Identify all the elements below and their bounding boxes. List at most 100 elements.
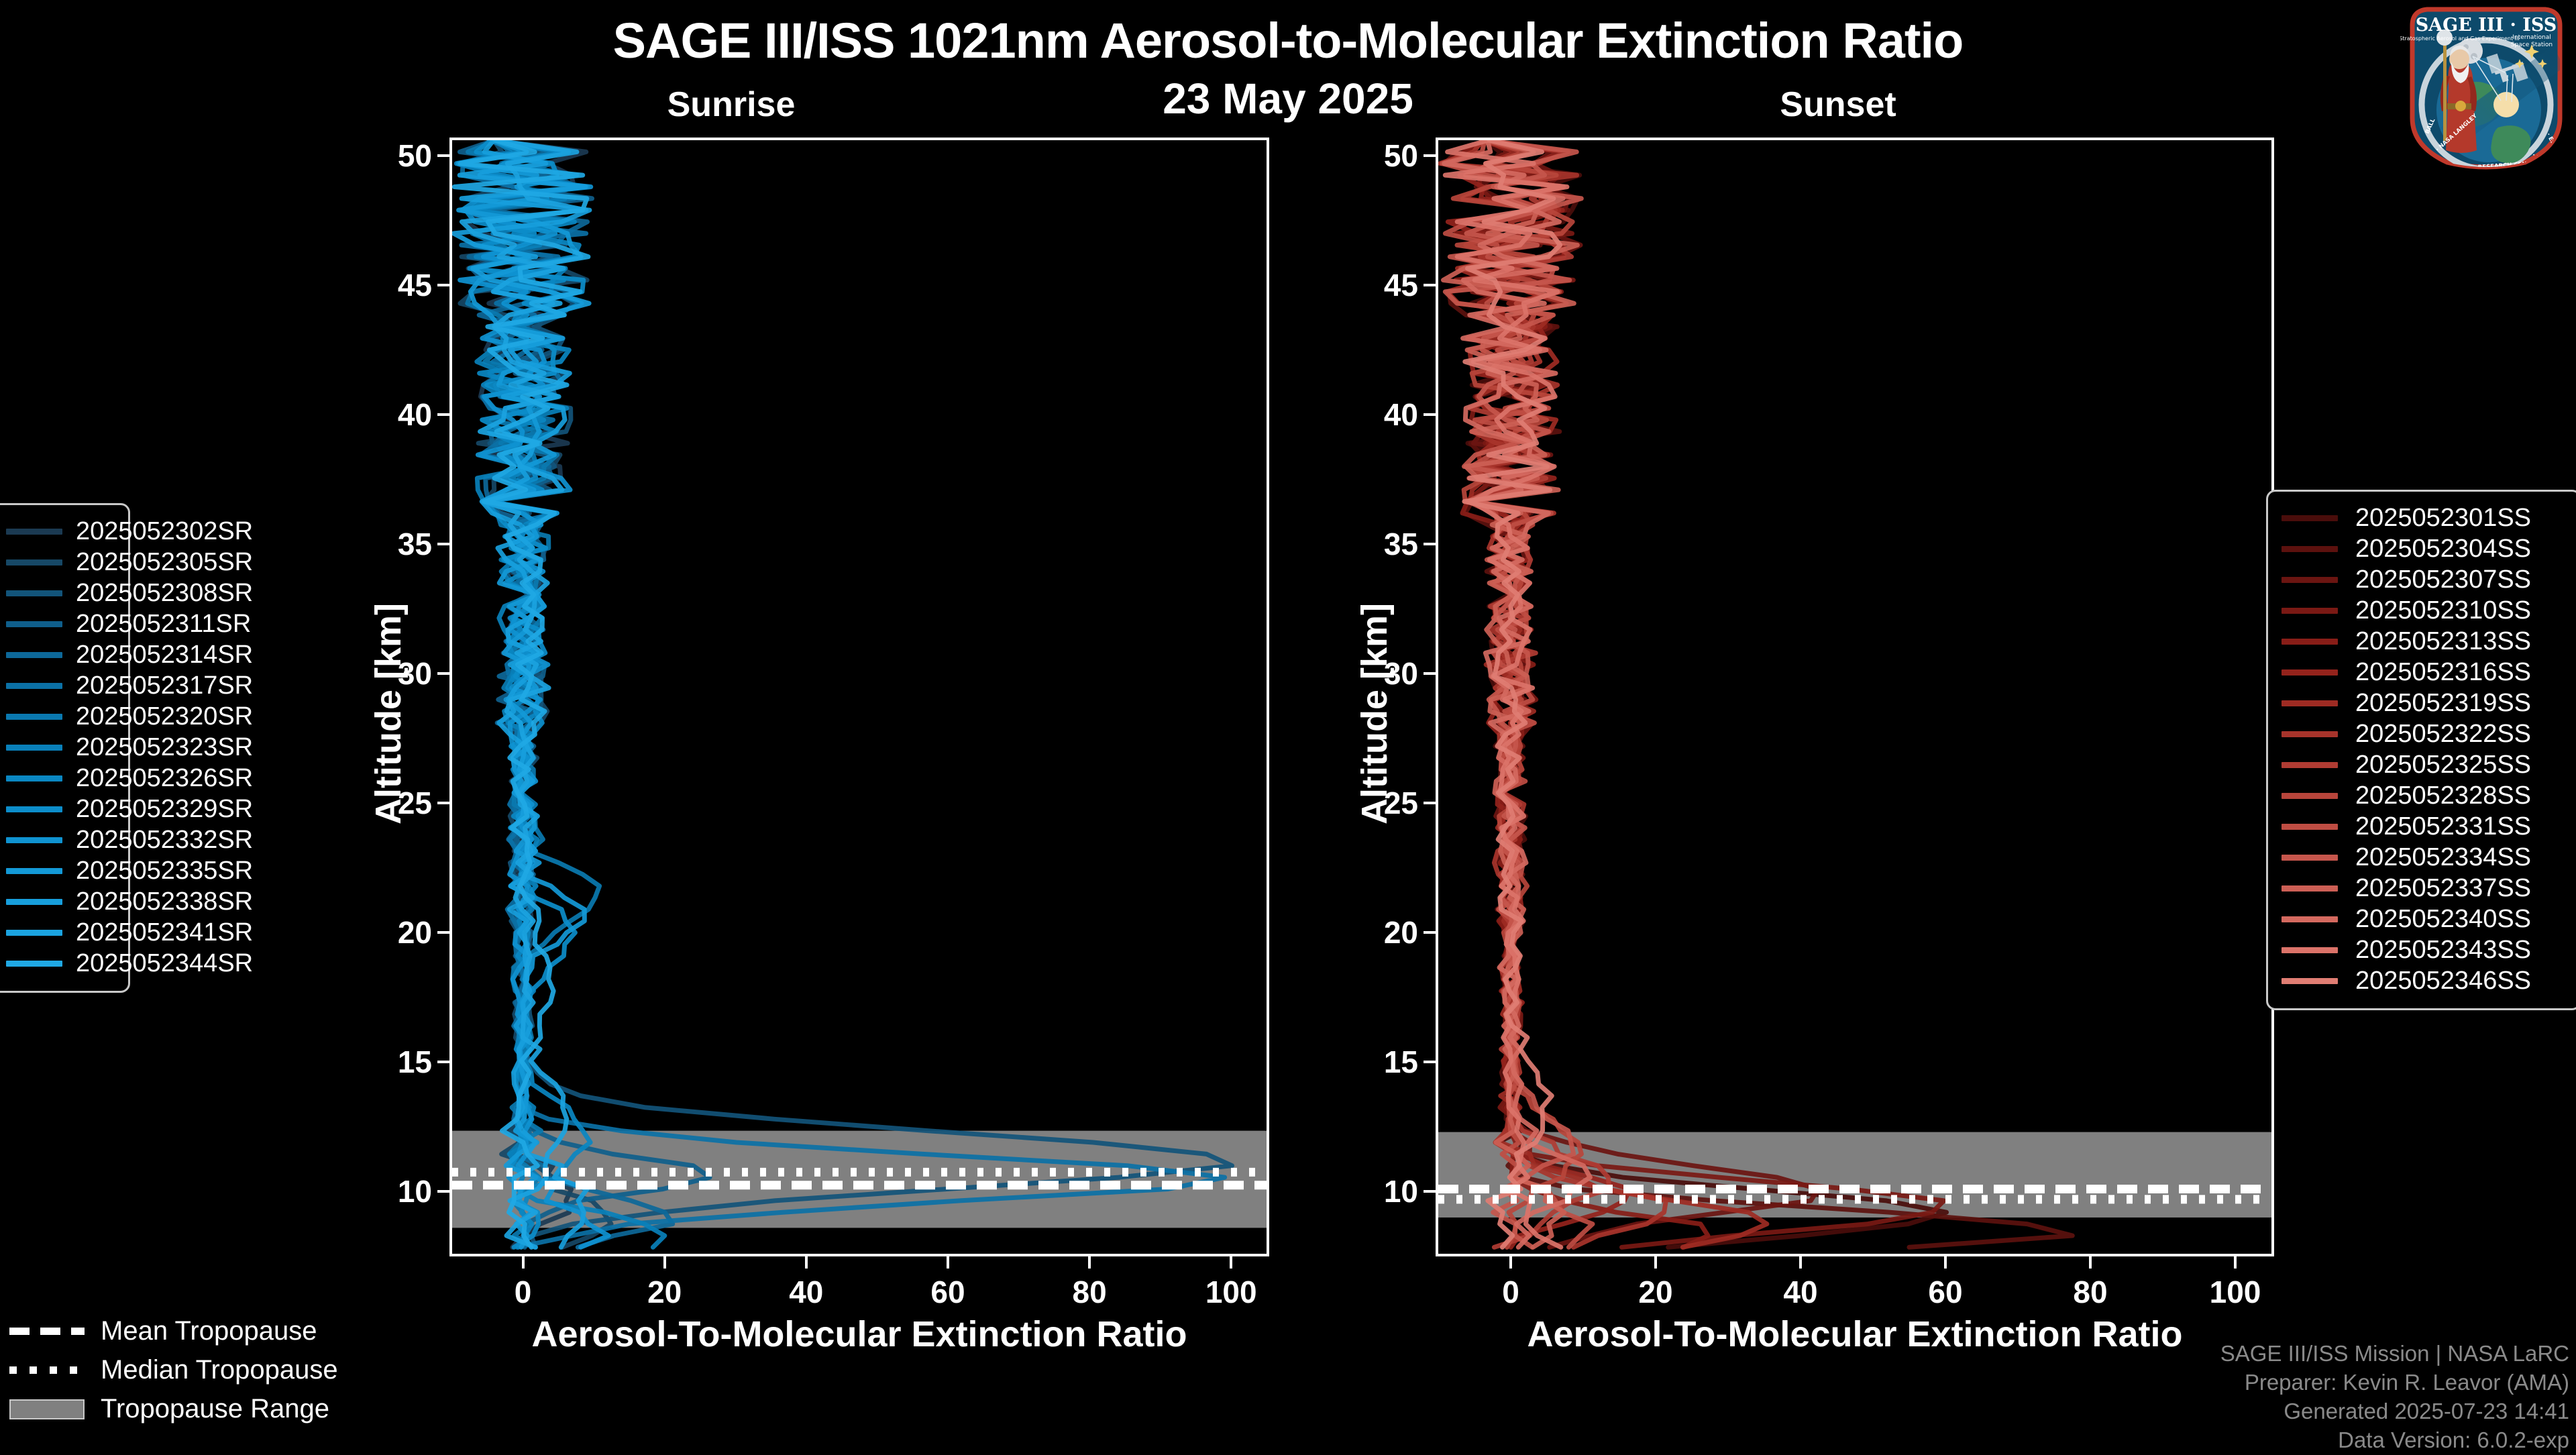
x-axis-tick-label: 40: [1783, 1275, 1818, 1309]
x-axis-tick-mark: [1654, 1256, 1657, 1269]
x-axis-tick-label: 20: [1638, 1275, 1673, 1309]
legend-item[interactable]: 2025052326SR: [6, 763, 253, 794]
footer-generated: Generated 2025-07-23 14:41: [2284, 1398, 2569, 1423]
y-axis-tick-label: 25: [1383, 786, 1418, 821]
legend-item[interactable]: 2025052332SR: [6, 824, 253, 855]
y-axis-tick-label: 50: [397, 138, 432, 174]
legend-item-label: 2025052328SS: [2355, 781, 2532, 810]
tropopause-legend-item: Median Tropopause: [9, 1350, 385, 1389]
legend-item[interactable]: 2025052341SR: [6, 917, 253, 948]
legend-item[interactable]: 2025052328SS: [2282, 780, 2566, 811]
legend-item-label: 2025052301SS: [2355, 503, 2532, 532]
x-axis-tick-mark: [2234, 1256, 2237, 1269]
legend-item[interactable]: 2025052344SR: [6, 948, 253, 979]
legend-color-swatch: [2282, 916, 2338, 922]
y-axis-tick-mark: [1424, 802, 1436, 805]
legend-color-swatch: [2282, 607, 2338, 614]
legend-item[interactable]: 2025052311SR: [6, 608, 251, 639]
y-axis-tick-label: 20: [397, 915, 432, 951]
legend-color-swatch: [2282, 731, 2338, 737]
legend-item[interactable]: 2025052317SR: [6, 670, 253, 701]
x-axis-tick-mark: [1944, 1256, 1947, 1269]
legend-color-swatch: [6, 960, 62, 967]
legend-color-swatch: [6, 837, 62, 843]
y-axis-tick-mark: [437, 1061, 449, 1064]
legend-color-swatch: [6, 898, 62, 905]
legend-item[interactable]: 2025052337SS: [2282, 873, 2566, 904]
legend-item[interactable]: 2025052340SS: [2282, 904, 2566, 934]
legend-item[interactable]: 2025052302SR: [6, 516, 253, 547]
patch-stars: [2515, 44, 2547, 68]
y-axis-tick-label: 30: [397, 656, 432, 692]
legend-color-swatch: [2282, 545, 2338, 552]
x-axis-tick-label: 80: [2073, 1275, 2108, 1309]
legend-item[interactable]: 2025052334SS: [2282, 842, 2566, 873]
legend-item-label: 2025052341SR: [76, 918, 254, 947]
legend-item[interactable]: 2025052313SS: [2282, 626, 2566, 657]
y-axis-tick-label: 45: [397, 268, 432, 303]
legend-item-label: 2025052320SR: [76, 702, 254, 731]
legend-item-label: 2025052331SS: [2355, 812, 2532, 841]
y-axis-title: Altitude [km]: [1354, 603, 1395, 824]
legend-item[interactable]: 2025052338SR: [6, 886, 253, 917]
x-axis-tick-mark: [521, 1256, 525, 1269]
legend-item[interactable]: 2025052323SR: [6, 732, 253, 763]
dashed-line-icon: [9, 1328, 85, 1335]
y-axis-tick-label: 25: [397, 786, 432, 821]
sunset-plot-canvas: [1438, 140, 2271, 1254]
legend-item-label: 2025052344SR: [76, 949, 254, 977]
legend-item[interactable]: 2025052301SS: [2282, 502, 2566, 533]
legend-item[interactable]: 2025052307SS: [2282, 564, 2566, 595]
legend-color-swatch: [6, 651, 62, 658]
legend-item[interactable]: 2025052325SS: [2282, 749, 2566, 780]
tropopause-legend-symbol: [9, 1361, 85, 1379]
legend-item[interactable]: 2025052304SS: [2282, 533, 2566, 564]
y-axis-tick-mark: [1424, 284, 1436, 287]
legend-item[interactable]: 2025052322SS: [2282, 718, 2566, 749]
legend-item[interactable]: 2025052320SR: [6, 701, 253, 732]
sunset-plot-area: [1436, 138, 2274, 1256]
x-axis-tick-label: 60: [1928, 1275, 1963, 1309]
x-axis-title: Aerosol-To-Molecular Extinction Ratio: [1527, 1314, 2183, 1354]
sunrise-profile-traces: [452, 140, 1267, 1250]
legend-item-label: 2025052337SS: [2355, 873, 2532, 902]
sunrise-plot-area: [449, 138, 1269, 1256]
legend-item[interactable]: 2025052316SS: [2282, 657, 2566, 688]
legend-color-swatch: [6, 775, 62, 782]
legend-item[interactable]: 2025052343SS: [2282, 934, 2566, 965]
y-axis-tick-label: 40: [1383, 397, 1418, 433]
tropopause-legend-symbol: [9, 1322, 85, 1340]
legend-item[interactable]: 2025052346SS: [2282, 965, 2566, 996]
y-axis-tick-mark: [1424, 154, 1436, 158]
legend-item[interactable]: 2025052335SR: [6, 855, 253, 886]
band-line-icon: [9, 1399, 85, 1419]
y-axis-tick-label: 15: [1383, 1044, 1418, 1080]
legend-item-label: 2025052310SS: [2355, 596, 2532, 625]
legend-item-label: 2025052322SS: [2355, 719, 2532, 748]
legend-item-label: 2025052313SS: [2355, 627, 2532, 655]
profile-trace: [452, 140, 591, 1250]
x-axis-tick-label: 0: [1502, 1275, 1519, 1309]
sunrise-series-legend[interactable]: 2025052302SR 2025052305SR 2025052308SR 2025…: [0, 503, 253, 993]
patch-ring: [2418, 37, 2554, 167]
legend-item[interactable]: 2025052331SS: [2282, 811, 2566, 842]
legend-color-swatch: [6, 590, 62, 596]
patch-earth-land-2: [2491, 125, 2531, 164]
footer-mission: SAGE III/ISS Mission | NASA LaRC: [2220, 1341, 2569, 1366]
legend-item[interactable]: 2025052314SR: [6, 639, 253, 670]
y-axis-tick-mark: [437, 413, 449, 417]
dotted-line-icon: [9, 1366, 85, 1374]
x-axis-tick-label: 0: [514, 1275, 532, 1309]
y-axis-tick-label: 35: [397, 527, 432, 562]
legend-item[interactable]: 2025052319SS: [2282, 688, 2566, 718]
patch-sight-lines: [2472, 56, 2514, 103]
legend-item-label: 2025052334SS: [2355, 843, 2532, 871]
legend-item[interactable]: 2025052308SR: [6, 578, 253, 608]
sunset-panel-subtitle: Sunset: [1780, 85, 1896, 124]
legend-color-swatch: [6, 713, 62, 720]
legend-item[interactable]: 2025052329SR: [6, 794, 253, 824]
legend-item[interactable]: 2025052305SR: [6, 547, 253, 578]
sunset-series-legend[interactable]: 2025052301SS 2025052304SS 2025052307SS 2025…: [2266, 490, 2576, 1010]
date-subtitle: 23 May 2025: [1163, 74, 1413, 123]
legend-item[interactable]: 2025052310SS: [2282, 595, 2566, 626]
